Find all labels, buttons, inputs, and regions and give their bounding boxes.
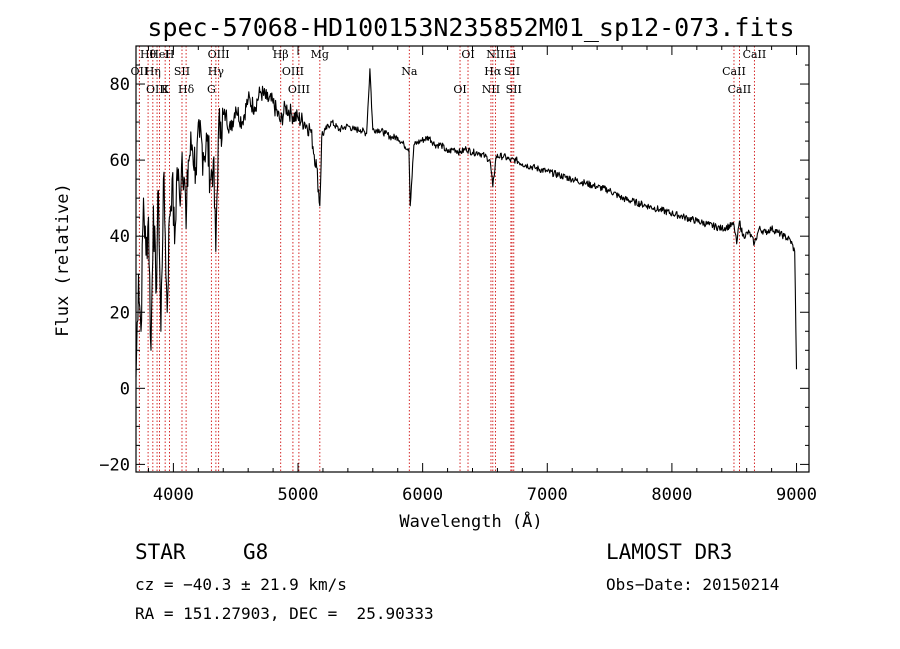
- y-tick-label: −20: [99, 455, 130, 475]
- line-marker-label: Mg: [311, 48, 329, 61]
- x-tick-label: 8000: [651, 485, 692, 505]
- spectral-subclass: G8: [243, 540, 268, 564]
- line-marker-label: OIII: [282, 65, 304, 78]
- line-marker-label: SII: [506, 83, 522, 96]
- line-marker-group: [138, 46, 755, 472]
- y-tick-label: 80: [110, 75, 130, 95]
- line-marker-label: Hθ: [140, 48, 157, 61]
- line-marker-label: SII: [174, 65, 190, 78]
- x-tick-label: 6000: [402, 485, 443, 505]
- line-marker-label: CaII: [722, 65, 746, 78]
- obs-date: Obs−Date: 20150214: [606, 575, 779, 594]
- line-marker-label: G: [207, 83, 216, 96]
- axis-ticks: [136, 46, 809, 472]
- x-tick-label: 7000: [527, 485, 568, 505]
- line-marker-label: H: [165, 48, 175, 61]
- line-marker-label: SII: [504, 65, 520, 78]
- line-marker-label: Hδ: [178, 83, 195, 96]
- y-tick-label: 20: [110, 303, 130, 323]
- spectrum-line: [135, 68, 798, 377]
- line-marker-label: Na: [401, 65, 418, 78]
- plot-frame: [135, 45, 810, 473]
- y-tick-label: 0: [120, 379, 130, 399]
- line-marker-label: K: [161, 83, 170, 96]
- survey-label: LAMOST DR3: [606, 540, 732, 564]
- line-marker-label: NII: [482, 83, 500, 96]
- object-class: STAR: [135, 540, 186, 564]
- y-tick-label: 60: [110, 151, 130, 171]
- x-axis-label: Wavelength (Å): [399, 510, 542, 532]
- line-marker-label: OII: [131, 65, 149, 78]
- line-marker-label: OI: [453, 83, 466, 96]
- line-marker-label: OI: [461, 48, 474, 61]
- line-marker-label: Hγ: [208, 65, 225, 78]
- line-marker-label: HeI: [149, 48, 169, 61]
- chart-title: spec-57068-HD100153N235852M01_sp12-073.f…: [147, 13, 794, 42]
- redshift-readout: cz = −40.3 ± 21.9 km/s: [135, 575, 347, 594]
- line-marker-label: OIII: [288, 83, 310, 96]
- line-marker-label: CaII: [743, 48, 767, 61]
- line-marker-label: NII: [486, 48, 504, 61]
- x-tick-label: 9000: [776, 485, 817, 505]
- y-tick-label: 40: [110, 227, 130, 247]
- axis-tick-labels: 4000 5000 6000 7000 8000 9000 −20 0 20 40 60 80: [99, 75, 817, 505]
- line-marker-label: Hβ: [273, 48, 289, 61]
- line-marker-label: CaII: [728, 83, 752, 96]
- line-marker-label: Hη: [145, 65, 161, 78]
- line-marker-label: Hα: [484, 65, 502, 78]
- line-marker-label: OIII: [208, 48, 230, 61]
- x-tick-label: 5000: [278, 485, 319, 505]
- line-marker-label: Li: [505, 48, 516, 61]
- y-axis-label: Flux (relative): [53, 183, 73, 337]
- coordinates: RA = 151.27903, DEC = 25.90333: [135, 604, 434, 623]
- line-label-group: Hθ OII OIII HeI HηK H SII Hδ OIII Hγ G Hβ OIII OIII Mg…: [131, 48, 767, 96]
- line-marker-label: OIII: [146, 83, 168, 96]
- x-tick-label: 4000: [153, 485, 194, 505]
